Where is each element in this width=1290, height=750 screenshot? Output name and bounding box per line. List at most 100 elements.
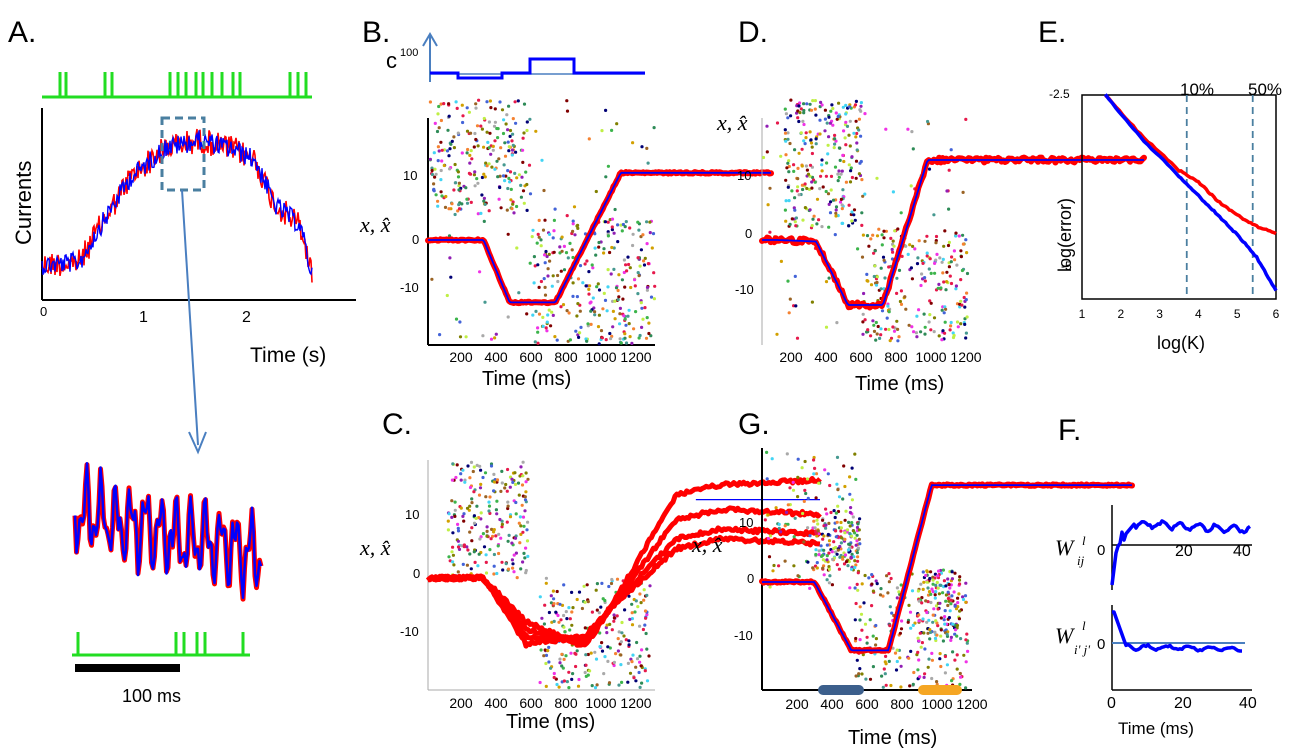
b-spike-dot xyxy=(565,309,569,313)
c-spike-dot xyxy=(451,545,455,549)
d-spike-dot xyxy=(800,147,804,151)
d-spike-dot xyxy=(837,101,841,105)
d-spike-dot xyxy=(783,128,787,132)
g-spike-dot xyxy=(953,604,957,608)
b-spike-dot xyxy=(604,338,608,342)
d-spike-dot xyxy=(906,127,910,131)
b-spike-dot xyxy=(595,285,599,289)
b-spike-dot xyxy=(493,120,497,124)
d-spike-dot xyxy=(802,108,806,113)
b-spike-dot xyxy=(455,106,459,110)
g-xtick-200: 200 xyxy=(785,696,809,712)
c-spike-dot xyxy=(521,474,525,478)
b-spike-dot xyxy=(581,281,585,285)
c-traces xyxy=(426,476,822,649)
b-spike-dot xyxy=(610,228,615,232)
c-spike-dot xyxy=(562,583,566,587)
b-spike-dot xyxy=(474,106,478,110)
d-spike-dot xyxy=(794,224,798,228)
c-spike-dot xyxy=(488,495,492,499)
b-spike-dot xyxy=(528,192,533,196)
b-spike-dot xyxy=(551,313,555,317)
d-spike-dot xyxy=(923,279,927,283)
c-spike-dot xyxy=(567,606,571,610)
c-spike-dot xyxy=(461,514,465,519)
g-spike-dot xyxy=(786,503,790,507)
b-spike-dot xyxy=(596,325,601,329)
b-spike-dot xyxy=(503,154,508,158)
g-traces xyxy=(759,481,1135,655)
b-spike-dot xyxy=(591,266,595,270)
b-spike-dot xyxy=(510,207,514,211)
g-spike-dot xyxy=(803,488,807,492)
d-spike-dot xyxy=(824,189,828,194)
c-spike-dot xyxy=(456,570,460,574)
d-spike-dot xyxy=(823,129,827,133)
d-spike-dot xyxy=(923,325,927,329)
g-spike-dot xyxy=(947,582,951,587)
g-spike-dot xyxy=(925,580,929,584)
d-spike-dot xyxy=(831,123,835,127)
b-spike-dot xyxy=(448,147,452,151)
c-spike-dot xyxy=(583,600,587,604)
g-spike-dot xyxy=(939,664,943,669)
b-spike-dot xyxy=(469,149,473,153)
d-spike-dot xyxy=(787,311,791,315)
g-spike-dot xyxy=(796,495,800,499)
b-spike-dot xyxy=(532,281,536,285)
d-spike-dot xyxy=(965,291,969,295)
c-spike-dot xyxy=(504,482,508,487)
d-spike-dot xyxy=(804,164,809,168)
c-spike-dot xyxy=(492,528,496,532)
b-spike-dot xyxy=(564,251,569,255)
b-traces xyxy=(425,169,774,307)
f-top-sub: ij xyxy=(1077,553,1085,568)
d-spike-dot xyxy=(845,124,850,128)
c-spike-dot xyxy=(505,520,509,524)
g-spike-dot xyxy=(956,601,960,605)
c-spike-dot xyxy=(574,652,578,656)
b-spike-dot xyxy=(438,333,442,337)
b-spike-dot xyxy=(439,190,443,194)
b-c-input xyxy=(430,57,645,80)
d-spike-dot xyxy=(899,211,903,215)
d-spike-dot xyxy=(844,180,849,184)
c-spike-dot xyxy=(575,597,579,602)
b-spike-dot xyxy=(456,209,460,213)
g-spike-dot xyxy=(946,596,951,601)
b-spike-dot xyxy=(435,129,440,134)
c-spike-dot xyxy=(640,681,644,685)
d-spike-dot xyxy=(768,186,772,190)
b-spike-dot xyxy=(641,317,645,321)
d-spike-dot xyxy=(814,142,818,146)
c-xtick-600: 600 xyxy=(519,695,543,711)
g-spike-dot xyxy=(808,586,812,591)
c-spike-dot xyxy=(499,536,503,540)
c-spike-dot xyxy=(610,628,614,632)
c-spike-dot xyxy=(643,609,648,613)
b-spike-dot xyxy=(456,131,460,135)
d-spike-dot xyxy=(884,127,888,131)
c-spike-dot xyxy=(609,581,614,586)
c-spike-dot xyxy=(485,525,489,529)
b-spike-dot xyxy=(521,136,525,140)
b-spike-dot xyxy=(447,102,451,106)
b-spike-dot xyxy=(621,222,626,227)
g-spike-dot xyxy=(865,635,869,639)
g-spike-dot xyxy=(767,555,772,559)
b-spike-dot xyxy=(540,158,544,162)
d-spike-dot xyxy=(949,148,953,152)
g-spike-dot xyxy=(847,520,851,525)
b-spike-dot xyxy=(550,284,554,288)
b-spike-dot xyxy=(489,152,493,156)
b-spike-dot xyxy=(537,285,541,289)
c-spike-dot xyxy=(482,545,487,549)
c-spike-dot xyxy=(647,654,651,658)
d-spike-dot xyxy=(915,335,919,339)
g-spike-dot xyxy=(929,592,933,597)
b-spike-dot xyxy=(442,163,446,168)
a-xtick-2: 2 xyxy=(242,309,251,326)
c-spike-dot xyxy=(543,648,547,652)
b-spike-dot xyxy=(442,102,446,106)
c-spike-dot xyxy=(564,654,568,658)
